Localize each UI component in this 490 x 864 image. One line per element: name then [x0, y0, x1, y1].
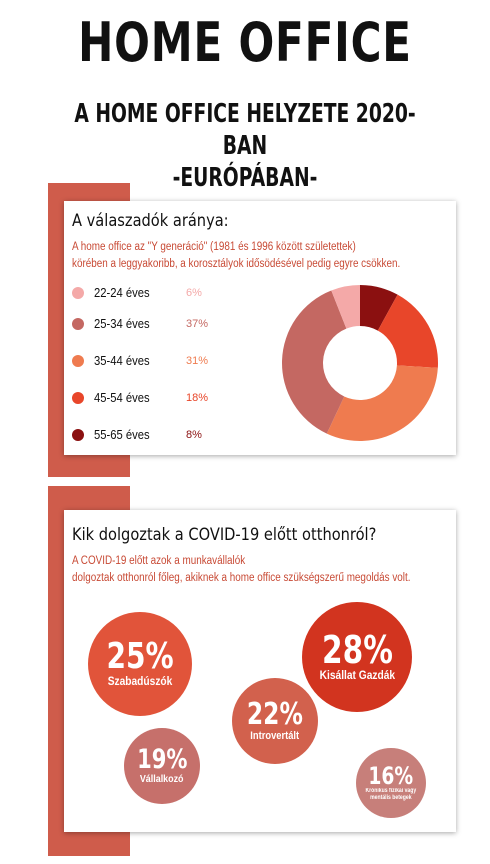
covid-desc-line-2: dolgoztak otthonról főleg, akiknek a hom…	[72, 572, 411, 584]
legend-label: 25-34 éves	[94, 317, 150, 331]
bubble-label: Szabadúszók	[107, 674, 173, 689]
bubble-pet-owners: 28% Kisállat Gazdák	[302, 602, 412, 712]
age-card: A válaszadók aránya: A home office az "Y…	[64, 201, 456, 455]
bubble-label: Introvertált	[250, 729, 300, 742]
bubble-percent: 28%	[321, 628, 393, 673]
donut-slice-3	[326, 365, 438, 441]
bubble-entrepreneurs: 19% Vállalkozó	[124, 728, 200, 804]
legend-item: 55-65 éves 8%	[72, 425, 202, 445]
legend-item: 22-24 éves 6%	[72, 283, 202, 303]
bubble-percent: 25%	[106, 636, 174, 678]
legend-value: 8%	[186, 429, 202, 441]
legend-value: 37%	[186, 318, 209, 330]
bubble-percent: 22%	[246, 696, 304, 732]
legend-swatch	[72, 287, 84, 299]
subtitle-line-1: A HOME OFFICE HELYZETE 2020-BAN	[74, 99, 416, 161]
donut-slice-5	[360, 285, 398, 331]
bubble-percent: 16%	[368, 762, 414, 791]
covid-card-description: A COVID-19 előtt azok a munkavállalók do…	[72, 553, 410, 587]
bubble-percent: 19%	[136, 744, 188, 776]
donut-slice-1	[331, 285, 360, 329]
legend-item: 25-34 éves 37%	[72, 314, 208, 334]
legend-label: 45-54 éves	[94, 391, 150, 405]
legend-swatch	[72, 318, 84, 330]
donut-chart	[282, 285, 439, 441]
donut-slice-4	[377, 294, 439, 368]
age-desc-line-2: körében a leggyakoribb, a korosztályok i…	[72, 258, 401, 270]
legend-value: 18%	[186, 392, 209, 404]
covid-card: Kik dolgoztak a COVID-19 előtt otthonról…	[64, 510, 456, 832]
bubble-label: Kisállat Gazdák	[319, 668, 395, 683]
legend-value: 6%	[186, 287, 202, 299]
bubble-chronic-patients: 16% Krónikus fizikai vagy mentális beteg…	[356, 748, 426, 818]
bubble-label: Vállalkozó	[140, 773, 184, 786]
legend-swatch	[72, 355, 84, 367]
bubble-introverts: 22% Introvertált	[232, 678, 318, 764]
legend-swatch	[72, 429, 84, 441]
legend-swatch	[72, 392, 84, 404]
page-title: HOME OFFICE	[78, 11, 412, 74]
bubble-freelancers: 25% Szabadúszók	[88, 612, 192, 716]
legend-label: 55-65 éves	[94, 428, 150, 442]
legend-item: 35-44 éves 31%	[72, 351, 208, 371]
page-subtitle: A HOME OFFICE HELYZETE 2020-BAN -EURÓPÁB…	[69, 98, 422, 194]
age-card-description: A home office az "Y generáció" (1981 és …	[72, 239, 400, 273]
age-card-title: A válaszadók aránya:	[72, 211, 229, 231]
covid-card-title: Kik dolgoztak a COVID-19 előtt otthonról…	[72, 525, 377, 545]
age-desc-line-1: A home office az "Y generáció" (1981 és …	[72, 241, 356, 253]
legend-value: 31%	[186, 355, 209, 367]
legend-item: 45-54 éves 18%	[72, 388, 208, 408]
legend-label: 35-44 éves	[94, 354, 150, 368]
donut-slice-2	[282, 290, 347, 434]
covid-desc-line-1: A COVID-19 előtt azok a munkavállalók	[72, 555, 246, 567]
subtitle-line-2: -EURÓPÁBAN-	[172, 163, 318, 193]
bubble-label: Krónikus fizikai vagy mentális betegek	[365, 788, 417, 801]
legend-label: 22-24 éves	[94, 286, 150, 300]
